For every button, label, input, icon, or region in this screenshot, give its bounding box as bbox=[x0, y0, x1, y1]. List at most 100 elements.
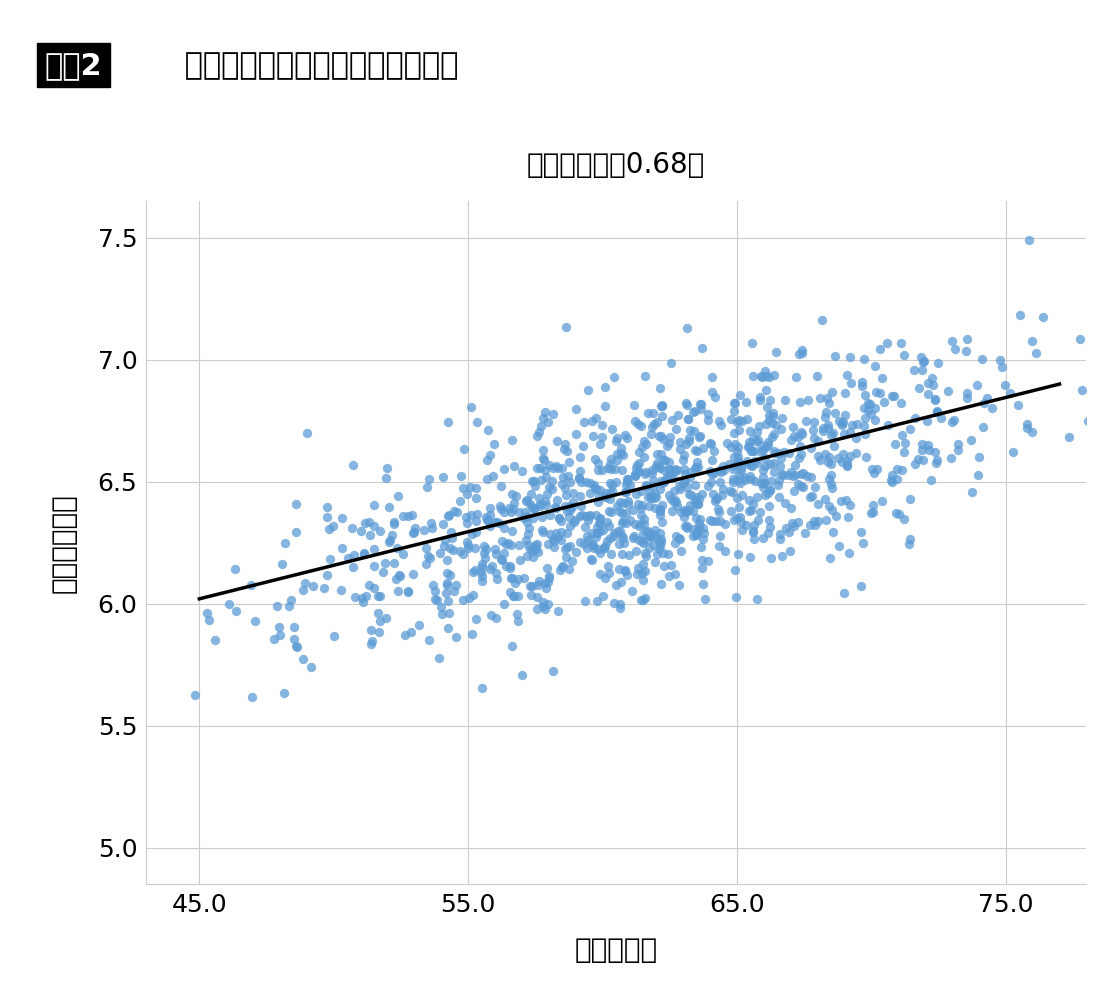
Point bbox=[508, 613, 526, 629]
Point bbox=[440, 508, 458, 524]
Point bbox=[784, 468, 802, 484]
Point bbox=[608, 446, 626, 462]
Point bbox=[688, 442, 706, 458]
Point bbox=[635, 433, 653, 449]
Point bbox=[600, 565, 618, 581]
Point bbox=[589, 462, 607, 478]
Point bbox=[445, 502, 463, 519]
Point bbox=[834, 426, 852, 442]
Point bbox=[399, 583, 417, 599]
Point bbox=[615, 531, 633, 547]
Point bbox=[870, 341, 888, 357]
Point bbox=[600, 484, 618, 500]
Point bbox=[676, 505, 694, 521]
Point bbox=[580, 484, 598, 500]
Point bbox=[417, 540, 435, 556]
Point bbox=[529, 536, 547, 552]
Point bbox=[791, 438, 809, 454]
Point bbox=[773, 549, 791, 565]
Point bbox=[684, 504, 702, 520]
Point bbox=[839, 510, 857, 526]
Point bbox=[730, 498, 748, 515]
Point bbox=[645, 416, 663, 432]
Point bbox=[785, 428, 803, 444]
Point bbox=[682, 486, 700, 502]
Point bbox=[755, 475, 773, 491]
Point bbox=[780, 525, 797, 541]
Point bbox=[534, 442, 552, 458]
Point bbox=[662, 355, 680, 371]
Point bbox=[624, 502, 642, 519]
Point bbox=[451, 493, 469, 510]
Point bbox=[626, 543, 644, 559]
Point bbox=[493, 551, 511, 567]
Point bbox=[626, 413, 644, 429]
Point bbox=[771, 472, 788, 488]
Point bbox=[744, 368, 762, 384]
Point bbox=[759, 434, 777, 450]
Point bbox=[830, 413, 848, 429]
X-axis label: 居住満足度: 居住満足度 bbox=[575, 937, 657, 964]
Point bbox=[571, 449, 589, 465]
Point bbox=[780, 467, 797, 483]
Point bbox=[756, 364, 774, 380]
Point bbox=[360, 577, 377, 593]
Point bbox=[724, 471, 741, 487]
Point bbox=[736, 469, 754, 485]
Point bbox=[339, 550, 357, 566]
Point bbox=[622, 513, 640, 529]
Point bbox=[587, 507, 605, 523]
Point bbox=[612, 596, 629, 612]
Point bbox=[892, 395, 909, 411]
Point bbox=[814, 420, 832, 436]
Point bbox=[476, 550, 494, 566]
Point bbox=[708, 490, 726, 507]
Point bbox=[633, 533, 651, 549]
Point bbox=[868, 460, 886, 476]
Point bbox=[711, 474, 729, 490]
Point bbox=[833, 415, 851, 431]
Point bbox=[856, 410, 874, 426]
Point bbox=[534, 524, 552, 540]
Point bbox=[550, 510, 568, 526]
Point bbox=[691, 511, 709, 527]
Point bbox=[662, 490, 680, 507]
Point bbox=[599, 459, 617, 475]
Point bbox=[508, 588, 526, 604]
Point bbox=[540, 568, 558, 584]
Point bbox=[365, 497, 383, 514]
Point bbox=[651, 380, 669, 396]
Point bbox=[618, 430, 636, 446]
Point bbox=[676, 466, 694, 482]
Point bbox=[672, 543, 690, 559]
Point bbox=[287, 524, 305, 540]
Point bbox=[627, 486, 645, 502]
Point bbox=[731, 458, 749, 474]
Title: （相関係数＝0.68）: （相関係数＝0.68） bbox=[526, 151, 706, 179]
Point bbox=[553, 560, 571, 576]
Point bbox=[819, 454, 837, 470]
Point bbox=[601, 490, 619, 507]
Point bbox=[729, 547, 747, 563]
Point bbox=[548, 492, 566, 509]
Point bbox=[710, 505, 728, 521]
Point bbox=[467, 513, 485, 529]
Point bbox=[600, 518, 618, 534]
Point bbox=[200, 612, 218, 628]
Point bbox=[596, 540, 614, 556]
Point bbox=[662, 557, 680, 573]
Point bbox=[715, 458, 732, 474]
Point bbox=[395, 627, 413, 643]
Point bbox=[795, 525, 813, 541]
Point bbox=[544, 532, 562, 548]
Point bbox=[689, 489, 707, 506]
Point bbox=[636, 590, 654, 606]
Point bbox=[505, 458, 523, 474]
Point bbox=[699, 412, 717, 428]
Point bbox=[516, 492, 534, 509]
Point bbox=[694, 576, 712, 592]
Point bbox=[643, 488, 661, 505]
Point bbox=[587, 410, 605, 426]
Point bbox=[918, 413, 936, 429]
Point bbox=[501, 558, 519, 574]
